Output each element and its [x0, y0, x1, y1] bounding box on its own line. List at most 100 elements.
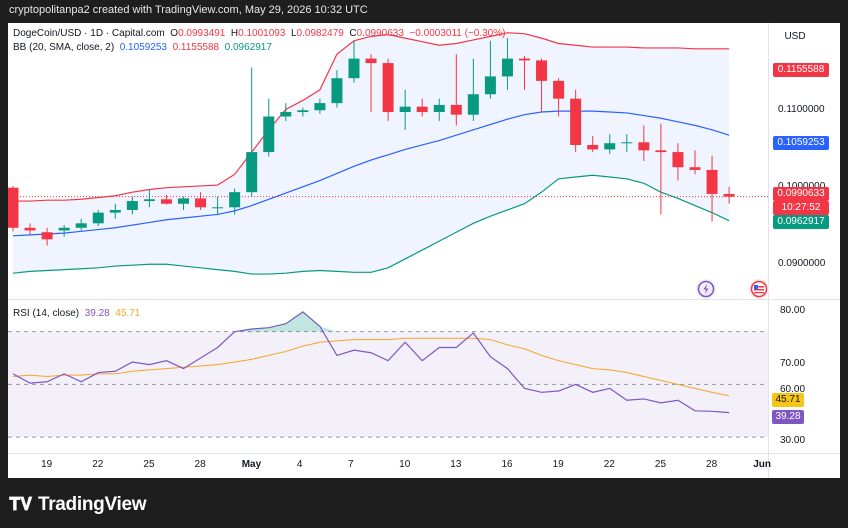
candle-body: [672, 152, 684, 168]
bb-basis-line: [12, 110, 730, 237]
candle-body: [263, 116, 275, 153]
brand-name: TradingView: [37, 494, 147, 515]
chart-canvas[interactable]: [8, 23, 840, 478]
bb-upper-line: [13, 32, 730, 202]
candle-body: [348, 58, 360, 79]
candle: [638, 125, 650, 161]
candle-body: [382, 63, 394, 113]
time-axis-tick: May: [241, 459, 262, 470]
bb-upper-tag: 0.1155588: [773, 63, 829, 77]
candle-body: [450, 104, 462, 115]
candle: [229, 188, 241, 215]
candle: [553, 78, 565, 117]
candle-body: [553, 80, 565, 99]
countdown-tag: 10:27:52: [773, 201, 829, 215]
time-axis-tick: 22: [92, 459, 104, 470]
change-value: −0.0003011 (−0.30%): [409, 28, 506, 39]
candle: [126, 196, 138, 215]
tv-logo-icon: 𝐓𝐕: [9, 494, 32, 514]
candle-body: [587, 144, 599, 150]
candle-body: [280, 112, 292, 117]
candle-body: [75, 223, 87, 228]
price-legend: DogeCoin/USD · 1D · Capital.com O0.09934…: [13, 28, 505, 39]
candle: [109, 203, 121, 219]
candle-body: [143, 199, 155, 202]
open-value: 0.0993491: [178, 28, 226, 39]
time-axis-tick: 7: [348, 459, 354, 470]
candle: [263, 98, 275, 157]
candle-body: [604, 143, 616, 150]
chart-panel[interactable]: DogeCoin/USD · 1D · Capital.com O0.09934…: [8, 23, 840, 478]
rsi-axis-tick: 60.00: [780, 384, 806, 395]
price-axis-tick: 0.1100000: [778, 104, 825, 115]
candle-body: [297, 110, 309, 113]
candle: [382, 58, 394, 121]
candle: [501, 38, 513, 90]
rsi-axis-tick: 30.00: [780, 435, 806, 446]
high-value: 0.1001093: [238, 28, 286, 39]
low-value: 0.0982479: [296, 28, 344, 39]
bollinger-bands: [8, 32, 768, 275]
candle: [450, 54, 462, 126]
candle: [178, 196, 189, 210]
candle: [467, 58, 479, 121]
candle: [195, 192, 207, 210]
candle-body: [519, 58, 530, 61]
candle-body: [723, 193, 735, 197]
candle: [433, 98, 445, 121]
bb-basis-tag: 0.1059253: [773, 136, 829, 150]
close-price-tag: 0.0990633: [773, 187, 829, 201]
candle-body: [570, 98, 582, 145]
bb-lower-tag: 0.0962917: [773, 215, 829, 229]
candle: [331, 70, 343, 108]
event-icon[interactable]: [696, 279, 716, 299]
candle-body: [365, 58, 377, 64]
time-axis-tick: 4: [296, 459, 303, 470]
candle: [604, 134, 616, 154]
symbol-label: DogeCoin/USD · 1D · Capital.com: [13, 28, 165, 39]
candle-body: [484, 76, 496, 95]
candle: [723, 186, 735, 204]
candle-body: [58, 227, 70, 231]
candle: [365, 54, 377, 113]
candle-body: [126, 201, 138, 210]
rsi-line: [12, 311, 730, 414]
candle: [212, 196, 224, 216]
candle: [416, 98, 428, 117]
candle-body: [109, 209, 121, 213]
candle-body: [689, 167, 701, 170]
candle: [399, 89, 411, 130]
candle-body: [655, 150, 667, 153]
candle-body: [24, 227, 36, 231]
open-label: O: [170, 28, 179, 39]
rsi-pane: [8, 311, 768, 438]
bb-legend: BB (20, SMA, close, 2) 0.1059253 0.11555…: [13, 42, 272, 53]
currency-button[interactable]: USD: [784, 31, 806, 42]
candle-body: [467, 94, 479, 115]
candle: [75, 218, 87, 231]
rsi-axis-tick: 80.00: [780, 305, 806, 316]
candle-body: [195, 198, 207, 208]
candle-body: [246, 152, 258, 193]
flag-icon[interactable]: [749, 279, 769, 299]
candle-body: [706, 169, 718, 194]
candle-body: [433, 104, 445, 113]
rsi-ma-tag: 45.71: [772, 393, 804, 407]
candle-body: [8, 187, 19, 228]
rsi-value-tag: 39.28: [772, 410, 804, 424]
time-axis-tick: 28: [194, 459, 206, 470]
candle-body: [229, 192, 241, 208]
us-flag-glyph: [750, 280, 768, 298]
time-axis-tick: 19: [41, 459, 53, 470]
candle: [280, 103, 292, 121]
candle-body: [501, 58, 513, 77]
candle: [297, 107, 309, 117]
bb-label: BB (20, SMA, close, 2): [13, 42, 115, 53]
candle: [672, 143, 684, 181]
candle: [706, 155, 718, 222]
candles: [8, 38, 735, 246]
candle-body: [178, 198, 189, 204]
candle-body: [536, 60, 548, 81]
rsi-ma-line: [12, 337, 730, 397]
tradingview-logo[interactable]: 𝐓𝐕 TradingView: [9, 494, 147, 516]
